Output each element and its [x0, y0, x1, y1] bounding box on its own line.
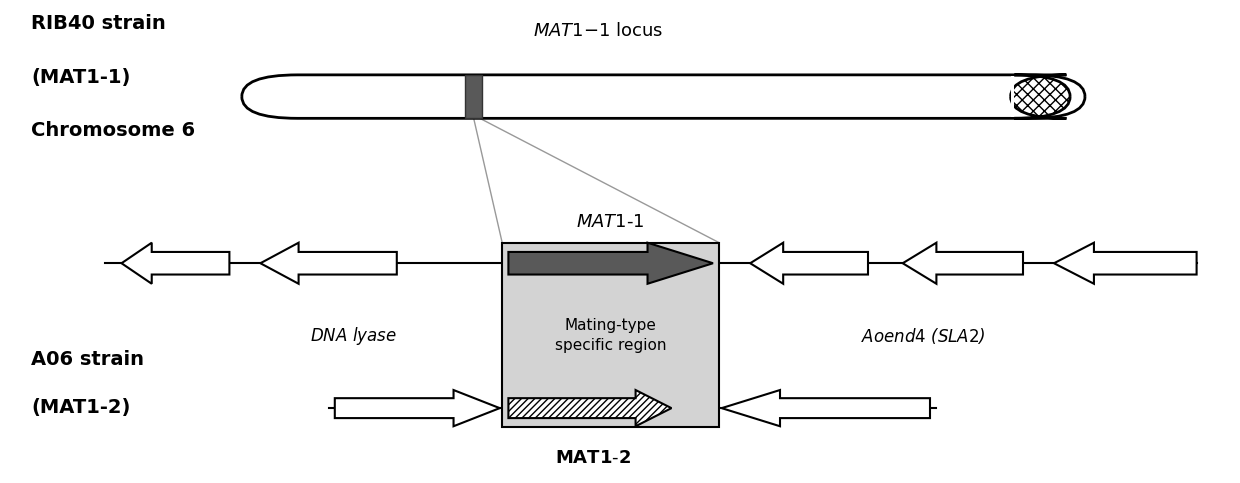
Bar [1011, 76, 1014, 117]
FancyBboxPatch shape [1011, 75, 1070, 118]
Text: $\mathit{DNA\ lyase}$: $\mathit{DNA\ lyase}$ [310, 325, 397, 347]
Text: Chromosome 6: Chromosome 6 [31, 121, 195, 140]
Text: $\mathit{Aoend4}$ ($\mathit{SLA2}$): $\mathit{Aoend4}$ ($\mathit{SLA2}$) [862, 326, 986, 346]
Polygon shape [903, 242, 1023, 284]
Text: (MAT1-2): (MAT1-2) [31, 398, 130, 417]
Text: A06 strain: A06 strain [31, 350, 144, 369]
Polygon shape [508, 390, 672, 426]
Polygon shape [508, 242, 713, 284]
Bar [502, 242, 719, 427]
Polygon shape [1054, 242, 1197, 284]
Polygon shape [750, 242, 868, 284]
Text: $\mathit{MAT1}$$\mathit{-1}$ locus: $\mathit{MAT1}$$\mathit{-1}$ locus [533, 22, 663, 41]
Text: $\bf{\mathit{MAT1\text{-}1}}$: $\bf{\mathit{MAT1\text{-}1}}$ [577, 213, 645, 231]
Polygon shape [122, 242, 229, 284]
FancyBboxPatch shape [242, 75, 1085, 118]
Polygon shape [260, 242, 397, 284]
Text: RIB40 strain: RIB40 strain [31, 14, 166, 33]
Text: $\mathit{\bf{MAT1\text{-}2}}$: $\mathit{\bf{MAT1\text{-}2}}$ [556, 449, 631, 467]
Bar [465, 75, 482, 118]
Polygon shape [722, 390, 930, 426]
Text: (MAT1-1): (MAT1-1) [31, 68, 130, 86]
Text: Mating-type
specific region: Mating-type specific region [556, 318, 666, 353]
Polygon shape [335, 390, 500, 426]
